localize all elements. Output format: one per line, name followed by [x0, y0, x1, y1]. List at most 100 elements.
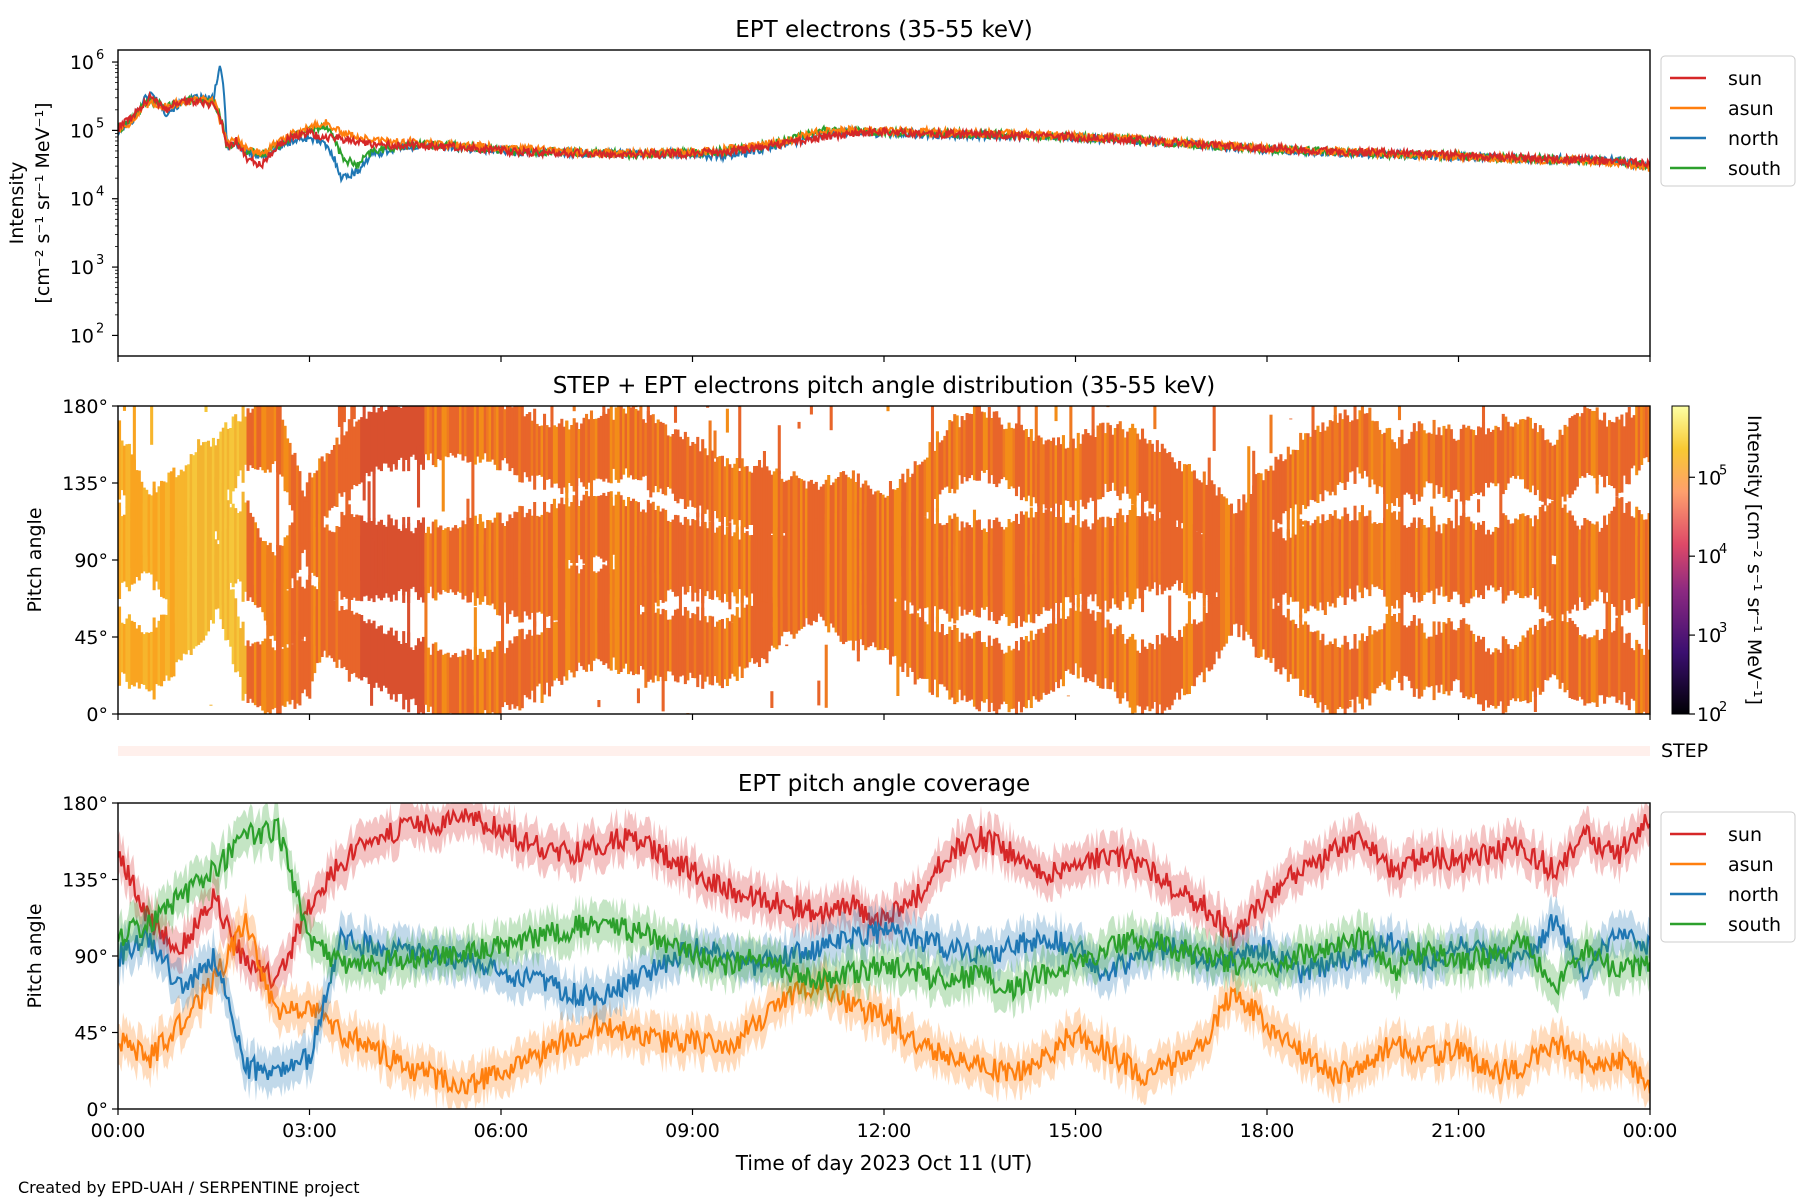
heatmap-cell — [728, 464, 732, 522]
heatmap-cell — [1568, 618, 1572, 698]
heatmap-cell — [1232, 568, 1236, 625]
heatmap-cell — [953, 531, 957, 620]
heatmap-cell — [592, 571, 596, 633]
heatmap-cell — [871, 511, 875, 563]
heatmap-cell — [972, 541, 977, 616]
heatmap-cell — [1353, 634, 1357, 713]
heatmap-cell — [157, 562, 161, 581]
heatmap-cell — [1069, 608, 1073, 674]
heatmap-cell — [893, 601, 897, 656]
heatmap-cell — [543, 618, 547, 695]
heatmap-cell — [466, 406, 470, 463]
heatmap-cell — [651, 501, 655, 580]
heatmap-cell — [187, 510, 191, 572]
heatmap-cell — [1415, 625, 1419, 689]
heatmap-cell — [167, 604, 171, 681]
heatmap-cell — [234, 414, 238, 489]
heatmap-cell — [656, 419, 660, 493]
heatmap-cell — [199, 445, 203, 525]
heatmap-cell — [160, 480, 164, 553]
heatmap-cell — [439, 649, 443, 714]
heatmap-cell — [397, 406, 401, 460]
heatmap-cell — [627, 599, 631, 675]
heatmap-cell — [162, 531, 166, 599]
heatmap-cell — [1647, 531, 1650, 607]
heatmap-cell — [419, 526, 423, 598]
heatmap-cell — [1459, 531, 1463, 605]
heatmap-cell — [975, 406, 979, 481]
heatmap-cell — [1343, 409, 1347, 490]
heatmap-cell — [1217, 487, 1221, 564]
heatmap-cell — [320, 517, 324, 589]
heatmap-cell — [350, 610, 354, 674]
heatmap-cell — [550, 420, 554, 488]
heatmap-cell — [342, 610, 346, 667]
legend-box — [1660, 811, 1796, 943]
heatmap-cell — [1281, 615, 1285, 668]
heatmap-cell — [1583, 518, 1587, 590]
heatmap-cell — [683, 517, 687, 595]
heatmap-cell — [281, 590, 285, 648]
heatmap-cell — [248, 544, 253, 598]
heatmap-cell — [224, 517, 228, 534]
heatmap-cell — [1165, 637, 1169, 708]
heatmap-cell — [1499, 430, 1503, 479]
heatmap-cell — [923, 459, 927, 517]
heatmap-cell — [330, 531, 334, 590]
heatmap-cell — [1501, 413, 1505, 495]
heatmap-cell — [1556, 499, 1560, 563]
heatmap-cell — [1136, 433, 1140, 496]
heatmap-cell — [1155, 440, 1159, 521]
heatmap-cell — [582, 417, 586, 487]
heatmap-cell — [1622, 512, 1626, 563]
heatmap-cell — [1407, 439, 1411, 495]
heatmap-cell — [1598, 640, 1602, 696]
heatmap-cell — [1056, 437, 1061, 512]
heatmap-cell — [192, 546, 196, 618]
heatmap-cell — [384, 634, 388, 688]
heatmap-cell — [572, 560, 576, 634]
heatmap-cell — [1380, 536, 1384, 590]
heatmap-cell — [293, 452, 297, 530]
heatmap-cell — [908, 477, 912, 523]
heatmap-cell — [288, 585, 292, 648]
heatmap-cell — [429, 406, 433, 454]
heatmap-cell — [1383, 623, 1387, 685]
heatmap-cell — [718, 534, 722, 601]
heatmap-cell — [1378, 429, 1382, 487]
heatmap-cell — [1128, 568, 1132, 610]
heatmap-cell — [1049, 440, 1053, 508]
heatmap-cell — [535, 634, 539, 687]
heatmap-cell — [908, 548, 912, 603]
heatmap-cell — [407, 632, 411, 713]
heatmap-cell — [1543, 511, 1547, 566]
heatmap-cell — [691, 525, 695, 602]
heatmap-cell — [975, 539, 979, 617]
heatmap-cell — [1528, 417, 1532, 493]
heatmap-cell — [822, 518, 826, 583]
heatmap-cell — [673, 429, 678, 501]
colorbar-tick-exponent: 4 — [1719, 542, 1727, 557]
heatmap-cell — [1027, 641, 1031, 701]
heatmap-cell — [1590, 523, 1594, 589]
heatmap-cell — [1232, 540, 1236, 596]
heatmap-cell — [488, 520, 492, 587]
heatmap-cell — [1561, 621, 1565, 683]
heatmap-cell — [696, 606, 700, 688]
heatmap-cell — [216, 544, 220, 606]
heatmap-cell — [644, 601, 648, 688]
y-tick-label: 0° — [86, 704, 108, 726]
heatmap-cell — [1538, 619, 1542, 695]
heatmap-cell — [1477, 529, 1481, 598]
heatmap-cell — [661, 422, 665, 495]
heatmap-cell — [686, 610, 690, 681]
colorbar-tick-label: 10 — [1697, 546, 1721, 568]
heatmap-cell — [1385, 530, 1389, 607]
heatmap-cell — [1257, 580, 1261, 658]
heatmap-cell — [557, 503, 561, 569]
heatmap-cell — [876, 586, 880, 651]
heatmap-cell — [614, 407, 618, 480]
heatmap-cell — [1101, 546, 1105, 633]
heatmap-cell — [893, 510, 897, 565]
heatmap-cell — [760, 467, 764, 536]
